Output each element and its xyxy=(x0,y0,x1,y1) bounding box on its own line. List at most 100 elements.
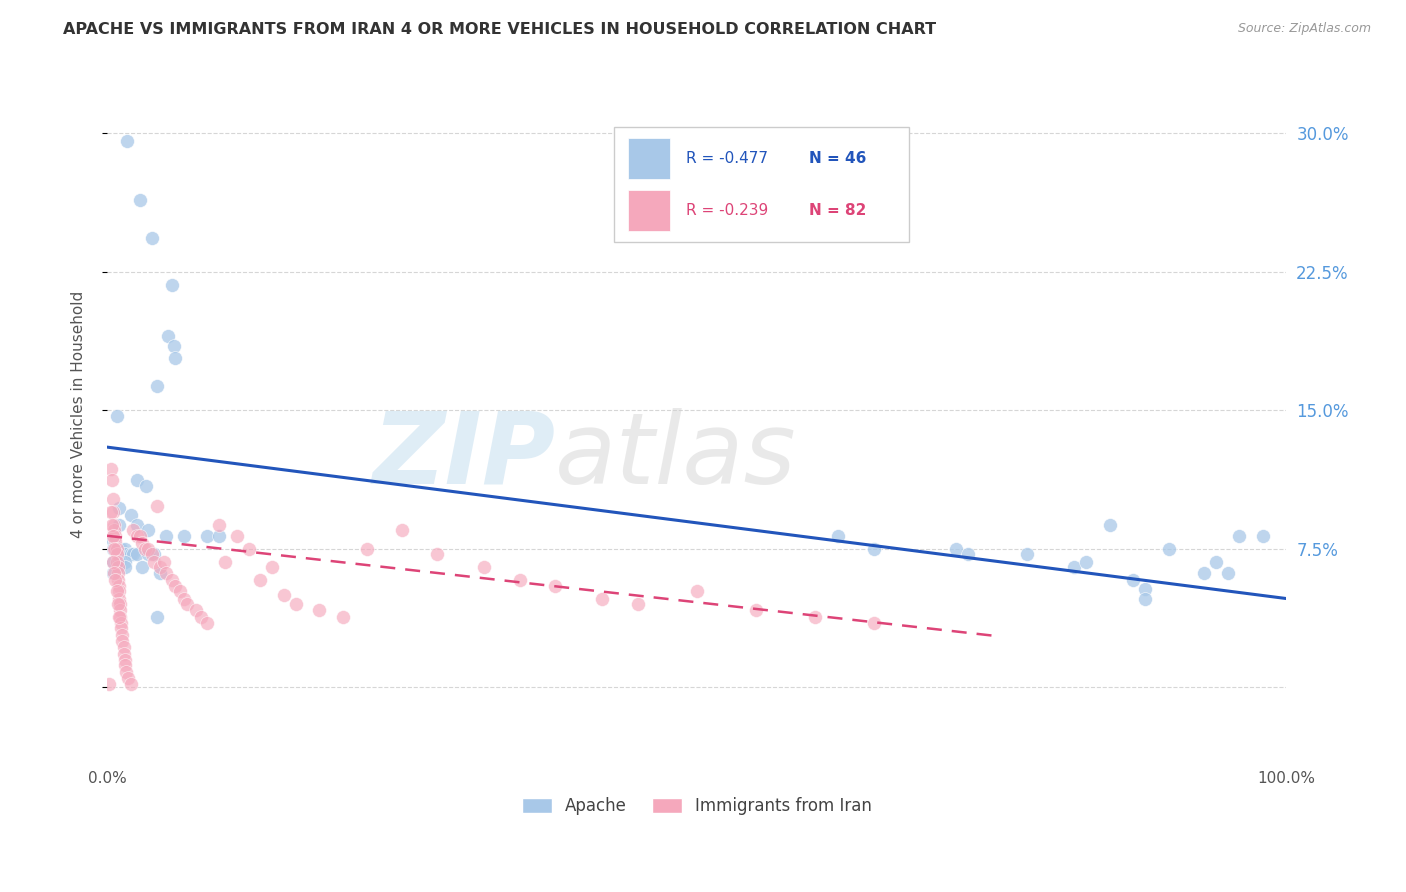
Point xyxy=(155,529,177,543)
Point xyxy=(1063,560,1085,574)
Point xyxy=(108,501,131,516)
FancyBboxPatch shape xyxy=(628,190,669,231)
Point xyxy=(208,529,231,543)
Point xyxy=(111,634,134,648)
Y-axis label: 4 or more Vehicles in Household: 4 or more Vehicles in Household xyxy=(72,291,86,539)
Point xyxy=(110,621,132,635)
Point xyxy=(745,602,768,616)
Point xyxy=(141,231,163,245)
Point xyxy=(1133,591,1156,606)
Point xyxy=(101,555,124,569)
Point xyxy=(108,579,131,593)
Point xyxy=(165,351,187,366)
Point xyxy=(114,547,136,561)
Point xyxy=(101,491,124,506)
Point xyxy=(1122,573,1144,587)
Point xyxy=(110,541,132,556)
Point xyxy=(105,547,128,561)
Point xyxy=(101,541,124,556)
Point xyxy=(862,541,884,556)
Text: R = -0.477: R = -0.477 xyxy=(686,151,768,166)
Point xyxy=(1192,566,1215,580)
Point xyxy=(149,566,172,580)
Point xyxy=(105,541,128,556)
Point xyxy=(125,529,148,543)
Point xyxy=(1074,555,1097,569)
Point xyxy=(104,534,127,549)
Point xyxy=(114,555,136,569)
Point xyxy=(107,560,129,574)
Point xyxy=(157,329,180,343)
Point xyxy=(105,584,128,599)
Point xyxy=(173,591,195,606)
Point xyxy=(591,591,613,606)
Point xyxy=(104,529,127,543)
Point xyxy=(101,529,124,543)
Point xyxy=(107,566,129,580)
Point xyxy=(108,597,131,611)
Point xyxy=(104,541,127,556)
Point xyxy=(115,134,138,148)
Point xyxy=(122,547,145,561)
Point xyxy=(509,573,531,587)
Point xyxy=(112,640,135,654)
Point xyxy=(120,547,142,561)
Point xyxy=(152,555,174,569)
Point xyxy=(143,555,166,569)
Point xyxy=(173,529,195,543)
Point xyxy=(1015,547,1038,561)
Point xyxy=(100,462,122,476)
Point xyxy=(1098,517,1121,532)
Point xyxy=(114,560,136,574)
Point xyxy=(214,555,236,569)
Point xyxy=(114,541,136,556)
Point xyxy=(284,597,307,611)
Point xyxy=(101,505,124,519)
FancyBboxPatch shape xyxy=(614,128,910,242)
Legend: Apache, Immigrants from Iran: Apache, Immigrants from Iran xyxy=(522,797,872,815)
Point xyxy=(190,610,212,624)
Point xyxy=(145,610,167,624)
Point xyxy=(862,615,884,630)
Point xyxy=(141,547,163,561)
Point xyxy=(103,566,125,580)
Point xyxy=(184,602,207,616)
Point xyxy=(134,541,156,556)
Point xyxy=(129,529,152,543)
Point xyxy=(108,584,131,599)
Point xyxy=(100,505,122,519)
Point xyxy=(101,566,124,580)
Point xyxy=(195,615,218,630)
Point xyxy=(125,474,148,488)
Point xyxy=(544,579,567,593)
Point xyxy=(138,523,160,537)
Point xyxy=(686,584,709,599)
Point xyxy=(103,517,125,532)
Point xyxy=(117,671,139,685)
Point xyxy=(105,555,128,569)
Point xyxy=(138,547,160,561)
Point xyxy=(356,541,378,556)
Point xyxy=(474,560,496,574)
Point xyxy=(145,379,167,393)
Point xyxy=(125,517,148,532)
Text: N = 46: N = 46 xyxy=(808,151,866,166)
Point xyxy=(101,517,124,532)
Point xyxy=(627,597,650,611)
Text: APACHE VS IMMIGRANTS FROM IRAN 4 OR MORE VEHICLES IN HOUSEHOLD CORRELATION CHART: APACHE VS IMMIGRANTS FROM IRAN 4 OR MORE… xyxy=(63,22,936,37)
Point xyxy=(135,479,157,493)
Point xyxy=(143,547,166,561)
Point xyxy=(107,573,129,587)
Point xyxy=(108,602,131,616)
Text: R = -0.239: R = -0.239 xyxy=(686,203,769,218)
Point xyxy=(108,591,131,606)
Point xyxy=(945,541,967,556)
Point xyxy=(101,474,124,488)
Point xyxy=(208,517,231,532)
Point xyxy=(957,547,980,561)
Point xyxy=(160,277,183,292)
Point xyxy=(108,517,131,532)
Point xyxy=(803,610,825,624)
Point xyxy=(103,523,125,537)
Point xyxy=(114,652,136,666)
